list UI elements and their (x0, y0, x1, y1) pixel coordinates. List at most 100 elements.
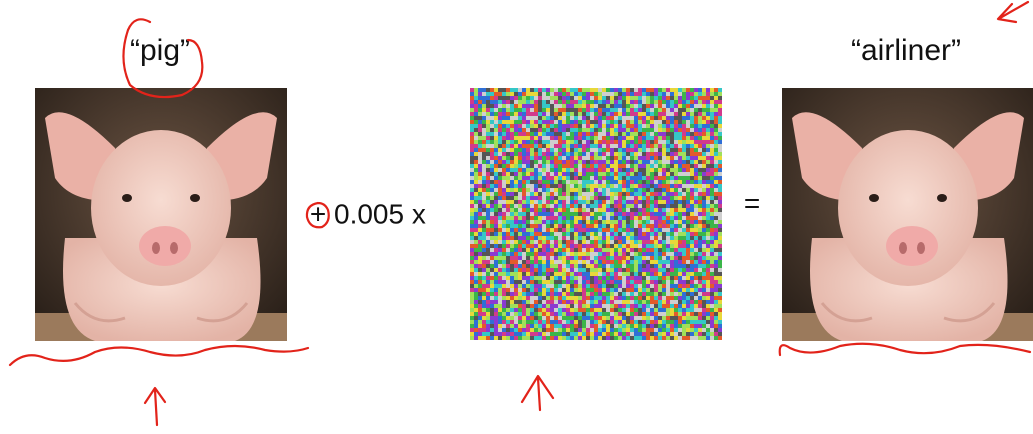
noise-pixel (502, 268, 506, 272)
noise-pixel (614, 140, 618, 144)
noise-pixel (694, 196, 698, 200)
noise-pixel (662, 304, 666, 308)
noise-pixel (606, 112, 610, 116)
noise-pixel (538, 260, 542, 264)
noise-pixel (662, 168, 666, 172)
noise-pixel (562, 324, 566, 328)
noise-pixel (578, 288, 582, 292)
noise-pixel (610, 316, 614, 320)
noise-pixel (694, 304, 698, 308)
noise-pixel (530, 92, 534, 96)
noise-pixel (522, 316, 526, 320)
noise-pixel (542, 220, 546, 224)
noise-pixel (610, 92, 614, 96)
noise-pixel (606, 156, 610, 160)
noise-pixel (474, 124, 478, 128)
noise-pixel (618, 272, 622, 276)
noise-pixel (542, 108, 546, 112)
noise-pixel (486, 176, 490, 180)
noise-pixel (634, 272, 638, 276)
noise-pixel (674, 216, 678, 220)
noise-pixel (494, 100, 498, 104)
noise-pixel (510, 252, 514, 256)
noise-pixel (606, 312, 610, 316)
noise-pixel (590, 152, 594, 156)
noise-pixel (606, 264, 610, 268)
slide: “pig” “airliner” + 0.005 x = (0, 0, 1033, 429)
noise-pixel (514, 288, 518, 292)
noise-pixel (634, 112, 638, 116)
noise-pixel (622, 248, 626, 252)
noise-pixel (490, 220, 494, 224)
noise-pixel (634, 236, 638, 240)
noise-pixel (670, 308, 674, 312)
noise-pixel (710, 240, 714, 244)
noise-pixel (506, 128, 510, 132)
noise-pixel (482, 320, 486, 324)
noise-pixel (634, 244, 638, 248)
noise-pixel (698, 224, 702, 228)
noise-pixel (686, 204, 690, 208)
noise-pixel (654, 324, 658, 328)
noise-pixel (490, 192, 494, 196)
noise-pixel (558, 260, 562, 264)
noise-pixel (506, 124, 510, 128)
noise-pixel (694, 124, 698, 128)
noise-pixel (590, 92, 594, 96)
noise-pixel (494, 336, 498, 340)
noise-pixel (606, 100, 610, 104)
noise-pixel (634, 260, 638, 264)
noise-pixel (666, 192, 670, 196)
noise-pixel (486, 132, 490, 136)
noise-pixel (638, 136, 642, 140)
noise-pixel (682, 208, 686, 212)
noise-pixel (570, 200, 574, 204)
noise-pixel (570, 132, 574, 136)
noise-pixel (538, 180, 542, 184)
noise-pixel (682, 280, 686, 284)
noise-pixel (474, 208, 478, 212)
noise-pixel (498, 244, 502, 248)
noise-pixel (518, 96, 522, 100)
noise-pixel (598, 116, 602, 120)
noise-pixel (666, 136, 670, 140)
noise-pixel (482, 124, 486, 128)
noise-pixel (602, 220, 606, 224)
noise-pixel (614, 192, 618, 196)
noise-pixel (642, 92, 646, 96)
noise-pixel (606, 144, 610, 148)
noise-pixel (654, 120, 658, 124)
noise-pixel (646, 208, 650, 212)
noise-pixel (614, 208, 618, 212)
noise-pixel (566, 148, 570, 152)
noise-pixel (470, 100, 474, 104)
noise-pixel (686, 208, 690, 212)
noise-pixel (514, 316, 518, 320)
noise-pixel (546, 212, 550, 216)
noise-pixel (474, 188, 478, 192)
noise-pixel (486, 184, 490, 188)
noise-pixel (546, 184, 550, 188)
noise-pixel (610, 268, 614, 272)
noise-pixel (522, 164, 526, 168)
noise-pixel (658, 244, 662, 248)
noise-pixel (634, 240, 638, 244)
noise-pixel (678, 256, 682, 260)
noise-pixel (530, 196, 534, 200)
noise-pixel (582, 316, 586, 320)
noise-pixel (502, 232, 506, 236)
noise-pixel (542, 284, 546, 288)
noise-pixel (650, 180, 654, 184)
noise-pixel (614, 300, 618, 304)
noise-pixel (686, 224, 690, 228)
noise-pixel (678, 116, 682, 120)
noise-pixel (630, 136, 634, 140)
noise-pixel (534, 308, 538, 312)
noise-pixel (598, 244, 602, 248)
noise-pixel (494, 292, 498, 296)
noise-pixel (594, 328, 598, 332)
noise-pixel (646, 128, 650, 132)
noise-pixel (522, 108, 526, 112)
noise-pixel (486, 112, 490, 116)
noise-pixel (582, 224, 586, 228)
